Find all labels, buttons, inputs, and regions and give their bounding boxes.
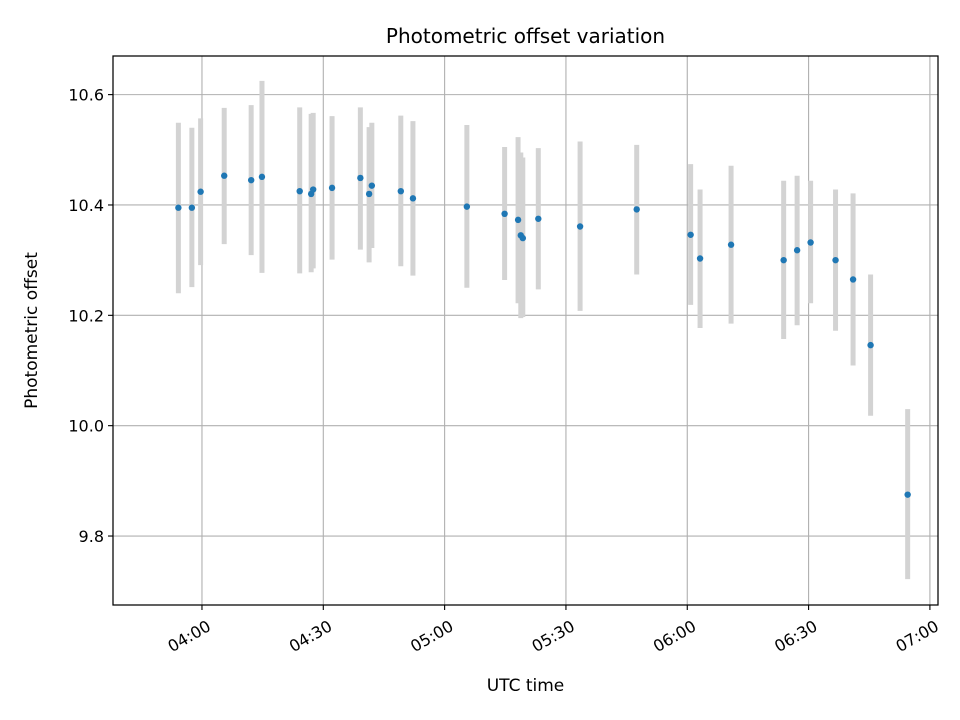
data-point: [175, 204, 182, 211]
data-point: [501, 210, 508, 218]
data-point: [727, 241, 735, 248]
y-tick-label: 10.4: [68, 196, 104, 215]
data-point: [247, 176, 255, 184]
x-tick-label: 04:30: [286, 616, 335, 656]
y-tick-label: 10.6: [68, 86, 104, 105]
error-bars: [175, 80, 911, 580]
data-point: [633, 206, 640, 213]
data-point: [197, 188, 204, 195]
data-point: [807, 239, 814, 246]
x-tick-label: 05:30: [529, 616, 578, 656]
grid: [113, 56, 938, 605]
x-tick-label: 07:00: [892, 616, 941, 656]
x-axis-ticks: 04:00 04:30 05:00 05:30 06:00 06:30 07:00: [165, 605, 942, 656]
data-point: [365, 190, 373, 198]
data-point: [832, 256, 839, 264]
data-point: [188, 204, 196, 211]
data-point: [514, 216, 522, 224]
x-axis-title: UTC time: [487, 676, 565, 696]
data-point: [576, 223, 584, 230]
y-tick-label: 10.2: [68, 306, 104, 325]
data-point: [397, 187, 405, 195]
data-point: [519, 234, 527, 242]
x-tick-label: 06:00: [650, 616, 699, 656]
y-tick-label: 10.0: [68, 417, 104, 436]
x-tick-label: 06:30: [771, 616, 820, 656]
data-point: [221, 172, 228, 179]
x-tick-label: 05:00: [407, 616, 456, 656]
data-point: [780, 256, 787, 264]
data-point: [357, 174, 364, 182]
data-point: [463, 203, 471, 210]
y-axis-title: Photometric offset: [22, 252, 42, 409]
data-point: [793, 247, 801, 254]
data-point: [687, 231, 694, 238]
data-point: [535, 215, 542, 222]
data-point: [849, 276, 857, 283]
x-tick-label: 04:00: [165, 616, 214, 656]
data-point: [296, 187, 303, 195]
data-point: [409, 195, 417, 202]
data-point: [258, 173, 266, 181]
data-point: [328, 184, 336, 192]
data-point: [309, 186, 317, 193]
plot-frame: [112, 55, 939, 606]
data-point: [368, 182, 376, 189]
y-axis-ticks: 9.8 10.0 10.2 10.4 10.6: [68, 86, 113, 546]
data-point: [867, 341, 874, 349]
data-points: [175, 172, 911, 498]
chart-title: Photometric offset variation: [386, 24, 665, 48]
data-point: [904, 491, 911, 498]
y-tick-label: 9.8: [79, 527, 104, 546]
data-point: [696, 255, 704, 262]
